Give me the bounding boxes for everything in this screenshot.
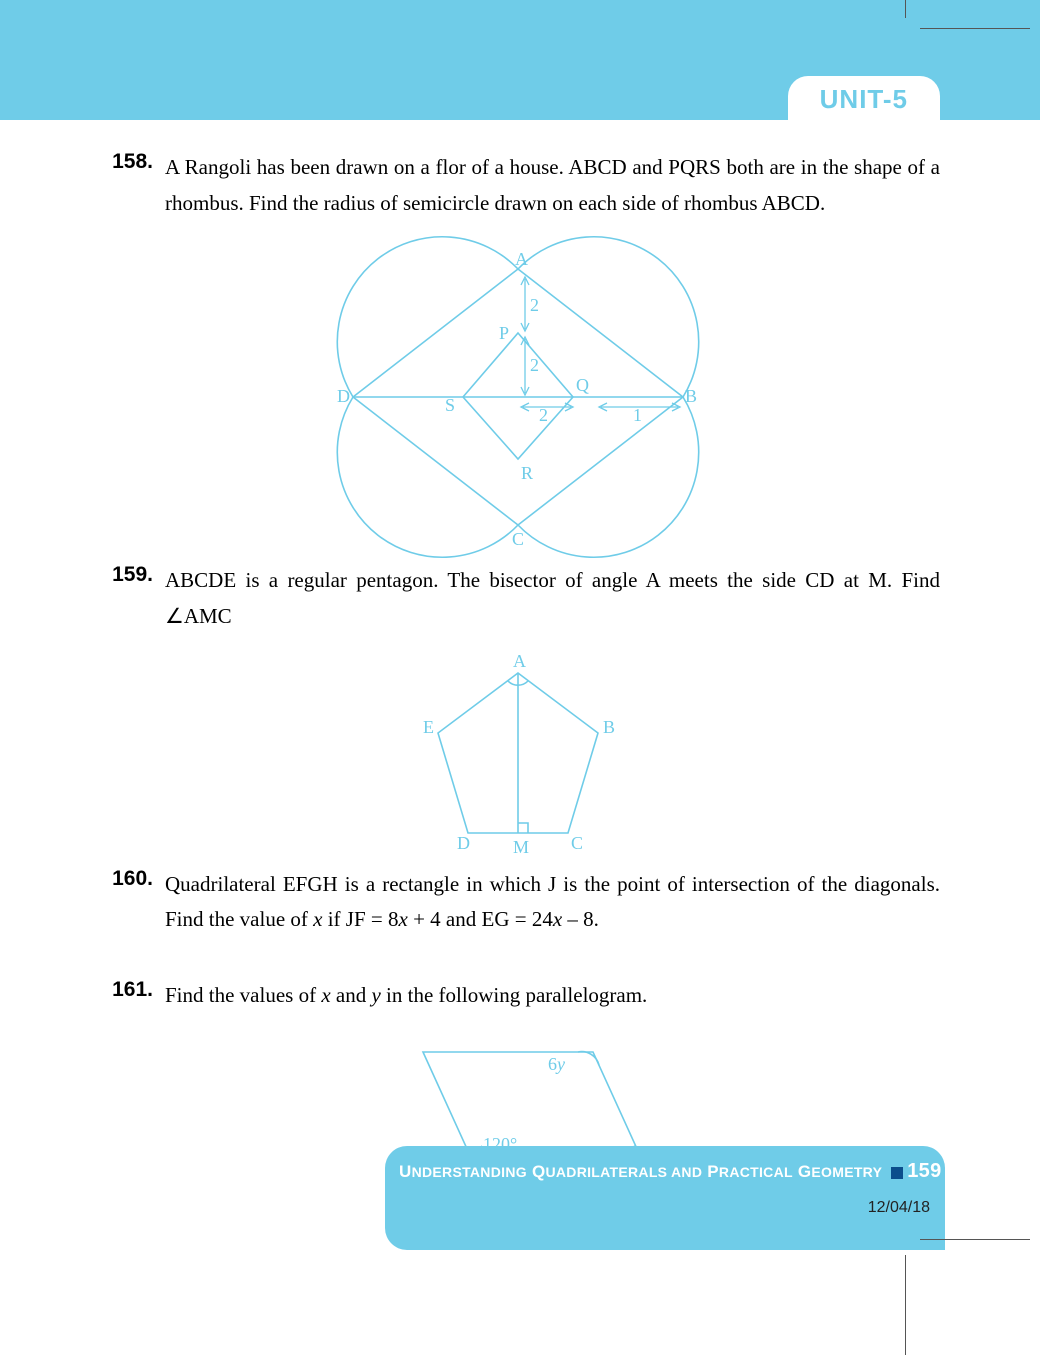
diagram-pentagon: A B C D E M bbox=[95, 653, 940, 853]
diagram-rangoli: A B C D P Q R S 2 2 2 1 bbox=[95, 239, 940, 549]
svg-text:E: E bbox=[423, 717, 434, 737]
unit-label: UNIT-5 bbox=[820, 84, 908, 114]
problem-text: Find the values of x and y in the follow… bbox=[153, 978, 647, 1014]
page-content: 158. A Rangoli has been drawn on a flor … bbox=[0, 120, 1040, 1182]
problem-number: 158. bbox=[95, 150, 153, 221]
problem-161: 161. Find the values of x and y in the f… bbox=[95, 978, 940, 1014]
svg-text:C: C bbox=[571, 833, 583, 853]
problem-text: A Rangoli has been drawn on a flor of a … bbox=[153, 150, 940, 221]
svg-text:B: B bbox=[603, 717, 615, 737]
page-header: UNIT-5 bbox=[0, 0, 1040, 120]
svg-text:2: 2 bbox=[539, 405, 548, 425]
footer-bar: UNDERSTANDING QUADRILATERALS AND PRACTIC… bbox=[385, 1146, 945, 1250]
crop-marks-top bbox=[890, 0, 1040, 35]
svg-text:D: D bbox=[457, 833, 470, 853]
problem-159: 159. ABCDE is a regular pentagon. The bi… bbox=[95, 563, 940, 634]
svg-text:2: 2 bbox=[530, 295, 539, 315]
svg-text:C: C bbox=[512, 529, 524, 549]
problem-158: 158. A Rangoli has been drawn on a flor … bbox=[95, 150, 940, 221]
problem-number: 161. bbox=[95, 978, 153, 1014]
svg-text:M: M bbox=[513, 837, 529, 857]
problem-text: Quadrilateral EFGH is a rectangle in whi… bbox=[153, 867, 940, 938]
crop-marks-bottom bbox=[890, 1235, 1040, 1355]
page-number: 159 bbox=[907, 1160, 941, 1182]
unit-tab: UNIT-5 bbox=[788, 76, 940, 121]
problem-number: 160. bbox=[95, 867, 153, 938]
svg-text:B: B bbox=[685, 386, 697, 406]
svg-text:S: S bbox=[445, 395, 455, 415]
footer-date: 12/04/18 bbox=[868, 1199, 930, 1217]
svg-text:6y: 6y bbox=[548, 1054, 565, 1074]
svg-text:2: 2 bbox=[530, 355, 539, 375]
spacer bbox=[95, 956, 940, 978]
svg-text:A: A bbox=[513, 651, 526, 671]
svg-text:R: R bbox=[521, 463, 533, 483]
svg-text:D: D bbox=[337, 386, 350, 406]
problem-text: ABCDE is a regular pentagon. The bisecto… bbox=[153, 563, 940, 634]
svg-text:P: P bbox=[499, 323, 509, 343]
svg-text:1: 1 bbox=[633, 405, 642, 425]
svg-text:Q: Q bbox=[576, 375, 589, 395]
problem-number: 159. bbox=[95, 563, 153, 634]
problem-160: 160. Quadrilateral EFGH is a rectangle i… bbox=[95, 867, 940, 938]
footer-square-icon bbox=[891, 1167, 903, 1179]
svg-text:A: A bbox=[515, 249, 528, 269]
footer-title: UNDERSTANDING QUADRILATERALS AND PRACTIC… bbox=[399, 1162, 942, 1181]
